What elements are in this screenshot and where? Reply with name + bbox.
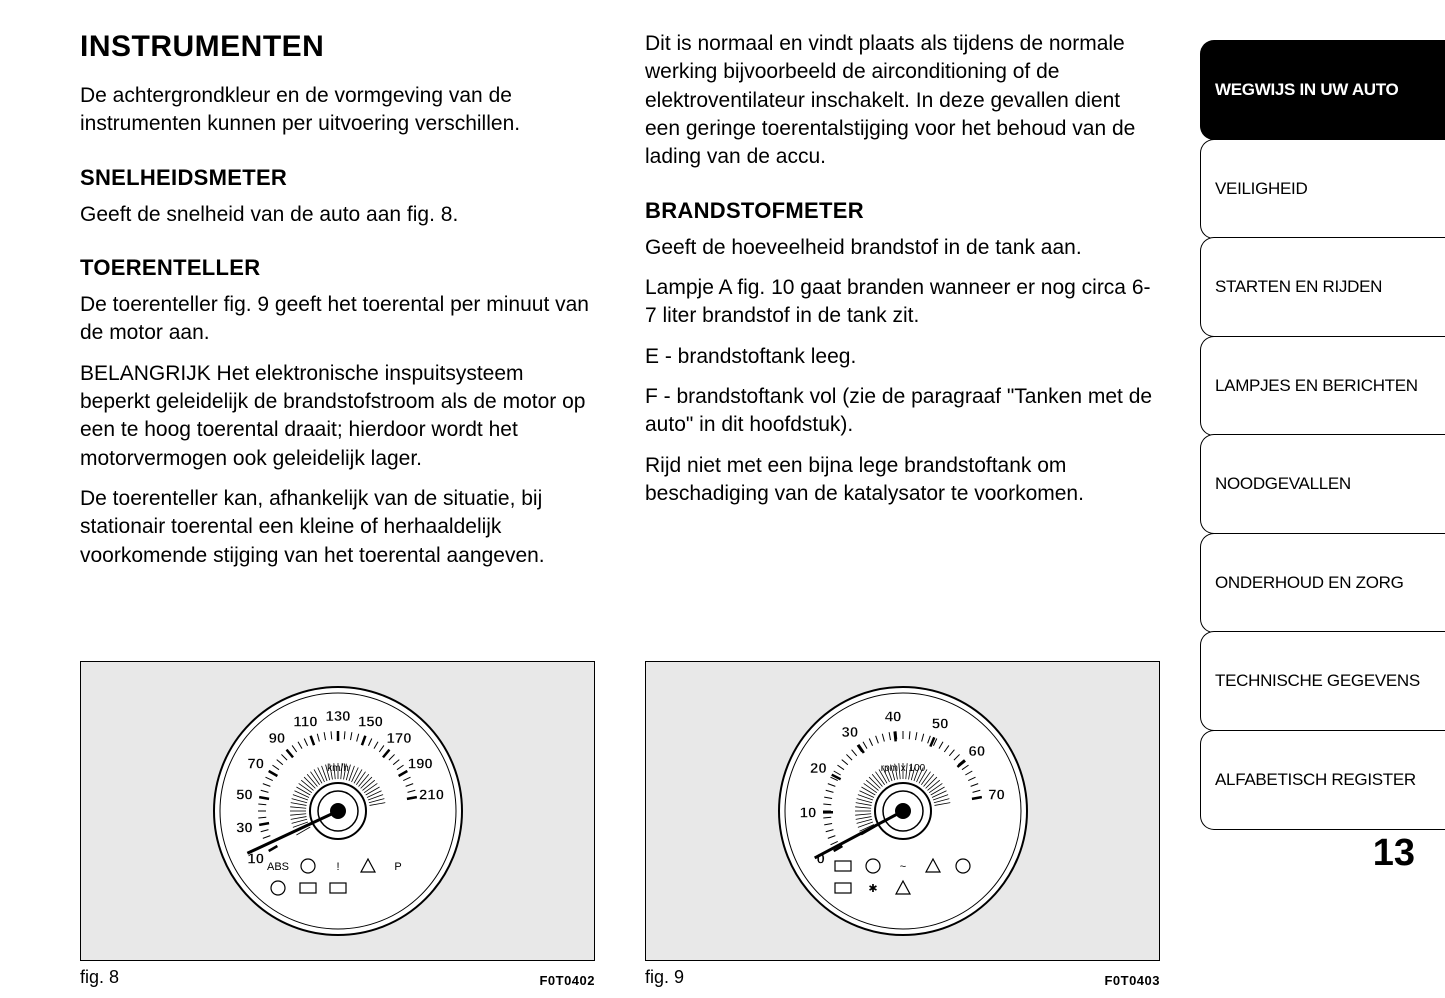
- body-text: BELANGRIJK Het elektronische inspuitsyst…: [80, 360, 595, 473]
- side-tab[interactable]: STARTEN EN RIJDEN: [1200, 237, 1445, 337]
- side-tab[interactable]: VEILIGHEID: [1200, 139, 1445, 239]
- body-text: Dit is normaal en vindt plaats als tijde…: [645, 30, 1160, 172]
- page-number: 13: [1200, 832, 1445, 875]
- right-column: Dit is normaal en vindt plaats als tijde…: [645, 30, 1160, 988]
- section-heading-speedometer: SNELHEIDSMETER: [80, 165, 595, 191]
- svg-text:rpm x 100: rpm x 100: [880, 763, 925, 774]
- figure-code: F0T0402: [539, 973, 595, 988]
- body-text: Lampje A fig. 10 gaat branden wanneer er…: [645, 274, 1160, 331]
- page-title: INSTRUMENTEN: [80, 30, 595, 64]
- svg-text:70: 70: [247, 756, 264, 773]
- intro-paragraph: De achtergrondkleur en de vormgeving van…: [80, 82, 595, 139]
- side-tabs: WEGWIJS IN UW AUTOVEILIGHEIDSTARTEN EN R…: [1200, 0, 1445, 998]
- figure-9-caption: fig. 9 F0T0403: [645, 967, 1160, 988]
- svg-text:P: P: [394, 861, 401, 873]
- body-text: Rijd niet met een bijna lege brandstofta…: [645, 452, 1160, 509]
- section-heading-tachometer: TOERENTELLER: [80, 255, 595, 281]
- svg-text:50: 50: [236, 787, 253, 804]
- side-tab[interactable]: ONDERHOUD EN ZORG: [1200, 533, 1445, 633]
- svg-text:190: 190: [407, 756, 432, 773]
- figure-code: F0T0403: [1104, 973, 1160, 988]
- side-tab[interactable]: TECHNISCHE GEGEVENS: [1200, 631, 1445, 731]
- svg-text:40: 40: [884, 709, 901, 726]
- svg-text:ABS: ABS: [266, 861, 288, 873]
- side-tab[interactable]: WEGWIJS IN UW AUTO: [1200, 40, 1445, 140]
- manual-page: INSTRUMENTEN De achtergrondkleur en de v…: [0, 0, 1445, 998]
- svg-text:210: 210: [419, 787, 444, 804]
- svg-text:!: !: [336, 861, 339, 873]
- svg-text:90: 90: [268, 730, 285, 747]
- content-area: INSTRUMENTEN De achtergrondkleur en de v…: [0, 0, 1200, 998]
- body-text: Geeft de snelheid van de auto aan fig. 8…: [80, 201, 595, 229]
- speedometer-gauge-icon: 1030507090110130150170190210km/hABS!P: [208, 681, 468, 941]
- side-tab[interactable]: ALFABETISCH REGISTER: [1200, 730, 1445, 830]
- svg-text:70: 70: [988, 787, 1005, 804]
- figure-label: fig. 8: [80, 967, 119, 988]
- body-text: De toerenteller fig. 9 geeft het toerent…: [80, 291, 595, 348]
- svg-text:110: 110: [293, 714, 317, 731]
- svg-text:150: 150: [357, 714, 382, 731]
- svg-text:130: 130: [325, 708, 350, 725]
- tachometer-gauge-icon: 010203040506070rpm x 100~✱: [773, 681, 1033, 941]
- figure-8-box: 1030507090110130150170190210km/hABS!P: [80, 661, 595, 961]
- svg-text:50: 50: [931, 716, 948, 733]
- body-text: F - brandstoftank vol (zie de paragraaf …: [645, 383, 1160, 440]
- svg-text:30: 30: [841, 724, 858, 741]
- svg-text:60: 60: [968, 743, 985, 760]
- section-heading-fuel: BRANDSTOFMETER: [645, 198, 1160, 224]
- svg-text:10: 10: [799, 805, 816, 822]
- body-text: De toerenteller kan, afhankelijk van de …: [80, 485, 595, 570]
- figure-label: fig. 9: [645, 967, 684, 988]
- side-tab[interactable]: NOODGEVALLEN: [1200, 434, 1445, 534]
- svg-text:170: 170: [386, 730, 411, 747]
- svg-text:~: ~: [899, 861, 905, 873]
- figure-8-caption: fig. 8 F0T0402: [80, 967, 595, 988]
- svg-text:km/h: km/h: [327, 763, 349, 774]
- body-text: Geeft de hoeveelheid brandstof in de tan…: [645, 234, 1160, 262]
- svg-text:✱: ✱: [868, 883, 877, 895]
- figure-9-box: 010203040506070rpm x 100~✱: [645, 661, 1160, 961]
- side-tab[interactable]: LAMPJES EN BERICHTEN: [1200, 336, 1445, 436]
- left-column: INSTRUMENTEN De achtergrondkleur en de v…: [80, 30, 595, 988]
- body-text: E - brandstoftank leeg.: [645, 343, 1160, 371]
- svg-text:30: 30: [236, 819, 253, 836]
- svg-text:20: 20: [810, 760, 827, 777]
